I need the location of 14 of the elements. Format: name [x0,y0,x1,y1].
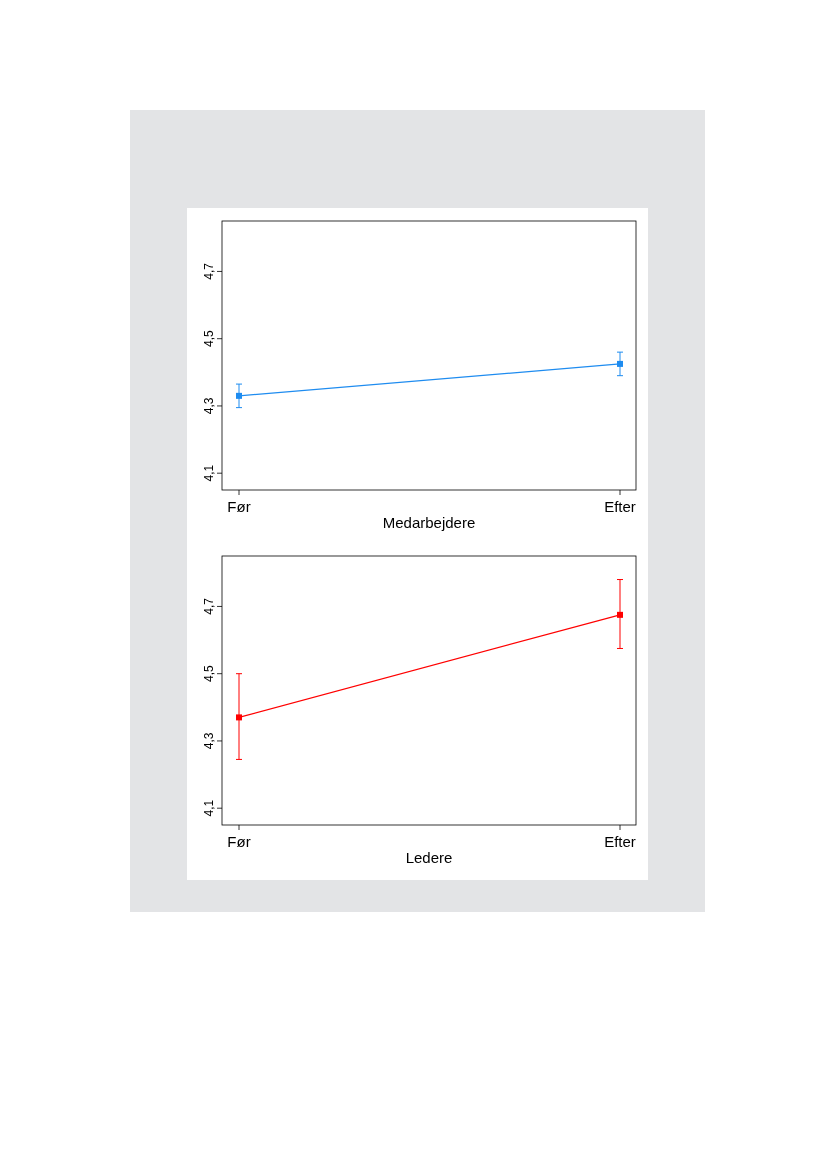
x-tick-label: Efter [604,498,636,515]
x-axis-title: Ledere [405,849,453,866]
x-axis-title: Medarbejdere [382,514,476,531]
y-tick-label: 4,1 [202,464,216,482]
y-tick-label: 4,3 [202,732,216,750]
x-tick-label: Før [227,833,251,850]
y-tick-label: 4,7 [202,262,216,280]
y-tick-label: 4,3 [202,397,216,415]
y-tick-label: 4,5 [202,665,216,683]
y-tick-label: 4,7 [202,597,216,615]
y-tick-label: 4,1 [202,799,216,817]
x-tick-label: Efter [604,833,636,850]
x-tick-label: Før [227,498,251,515]
y-tick-label: 4,5 [202,330,216,348]
